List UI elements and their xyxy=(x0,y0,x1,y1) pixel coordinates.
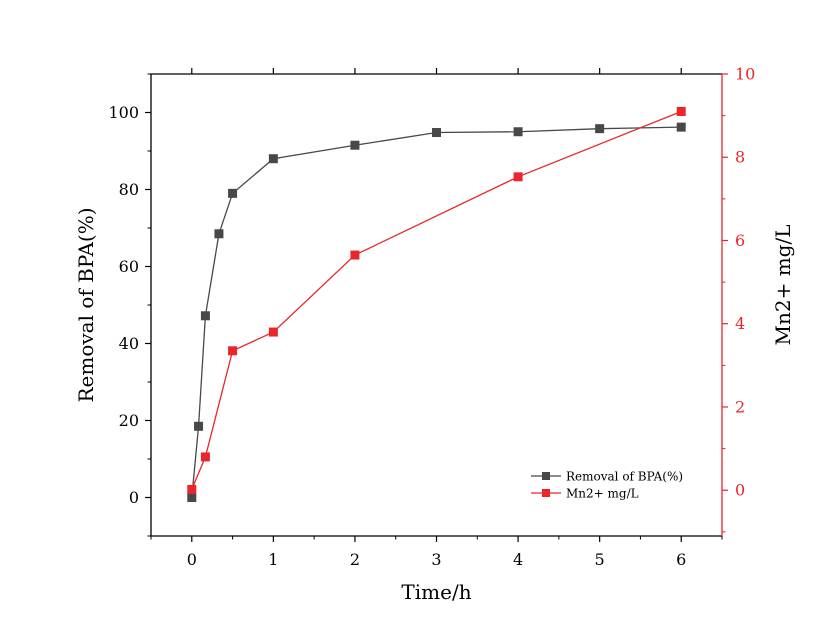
y-left-axis-title: Removal of BPA(%) xyxy=(74,207,98,402)
data-point-marker xyxy=(513,127,523,137)
data-point-marker xyxy=(268,327,278,337)
y-left-tick-label: 0 xyxy=(129,488,139,507)
legend-marker xyxy=(542,489,550,497)
x-tick-label: 5 xyxy=(595,550,605,569)
legend-label: Mn2+ mg/L xyxy=(566,487,639,501)
legend-marker xyxy=(542,472,550,480)
x-axis-title: Time/h xyxy=(401,580,471,604)
y-right-axis-title: Mn2+ mg/L xyxy=(771,225,795,346)
data-point-marker xyxy=(350,140,360,150)
data-point-marker xyxy=(513,172,523,182)
x-tick-label: 3 xyxy=(431,550,441,569)
data-point-marker xyxy=(268,154,278,164)
data-point-marker xyxy=(200,452,210,462)
y-right-tick-label: 4 xyxy=(735,314,745,333)
y-left-tick-label: 40 xyxy=(119,334,139,353)
x-tick-label: 1 xyxy=(268,550,278,569)
data-point-marker xyxy=(676,106,686,116)
data-point-marker xyxy=(595,124,605,134)
y-right-tick-label: 8 xyxy=(735,148,745,167)
data-point-marker xyxy=(194,421,204,431)
data-point-marker xyxy=(187,484,197,494)
data-point-marker xyxy=(350,250,360,260)
y-left-tick-label: 100 xyxy=(108,103,139,122)
y-right-tick-label: 10 xyxy=(735,65,755,84)
data-point-marker xyxy=(200,311,210,321)
series-line xyxy=(191,110,682,490)
y-left-tick-label: 60 xyxy=(119,257,139,276)
series-2 xyxy=(187,106,686,494)
x-tick-label: 0 xyxy=(187,550,197,569)
data-point-marker xyxy=(676,122,686,132)
series-layer xyxy=(187,106,686,502)
x-tick-label: 4 xyxy=(513,550,523,569)
axes: 0 1 2 3 4 5 60204060801000246810Time/hRemoval … xyxy=(74,65,795,605)
y-left-tick-label: 20 xyxy=(119,411,139,430)
y-left-tick-label: 80 xyxy=(119,180,139,199)
data-point-marker xyxy=(187,493,197,502)
y-right-tick-label: 6 xyxy=(735,231,745,250)
legend: Removal of BPA(%) Mn2+ mg/L xyxy=(531,470,683,501)
x-tick-label: 6 xyxy=(676,550,686,569)
x-tick-label: 2 xyxy=(350,550,360,569)
y-right-tick-label: 2 xyxy=(735,397,745,416)
series-1 xyxy=(187,122,686,502)
data-point-marker xyxy=(228,188,238,198)
y-right-tick-label: 0 xyxy=(735,481,745,500)
data-point-marker xyxy=(214,229,224,239)
legend-label: Removal of BPA(%) xyxy=(566,470,683,484)
series-line xyxy=(191,126,682,498)
data-point-marker xyxy=(228,346,238,356)
data-point-marker xyxy=(432,128,441,138)
